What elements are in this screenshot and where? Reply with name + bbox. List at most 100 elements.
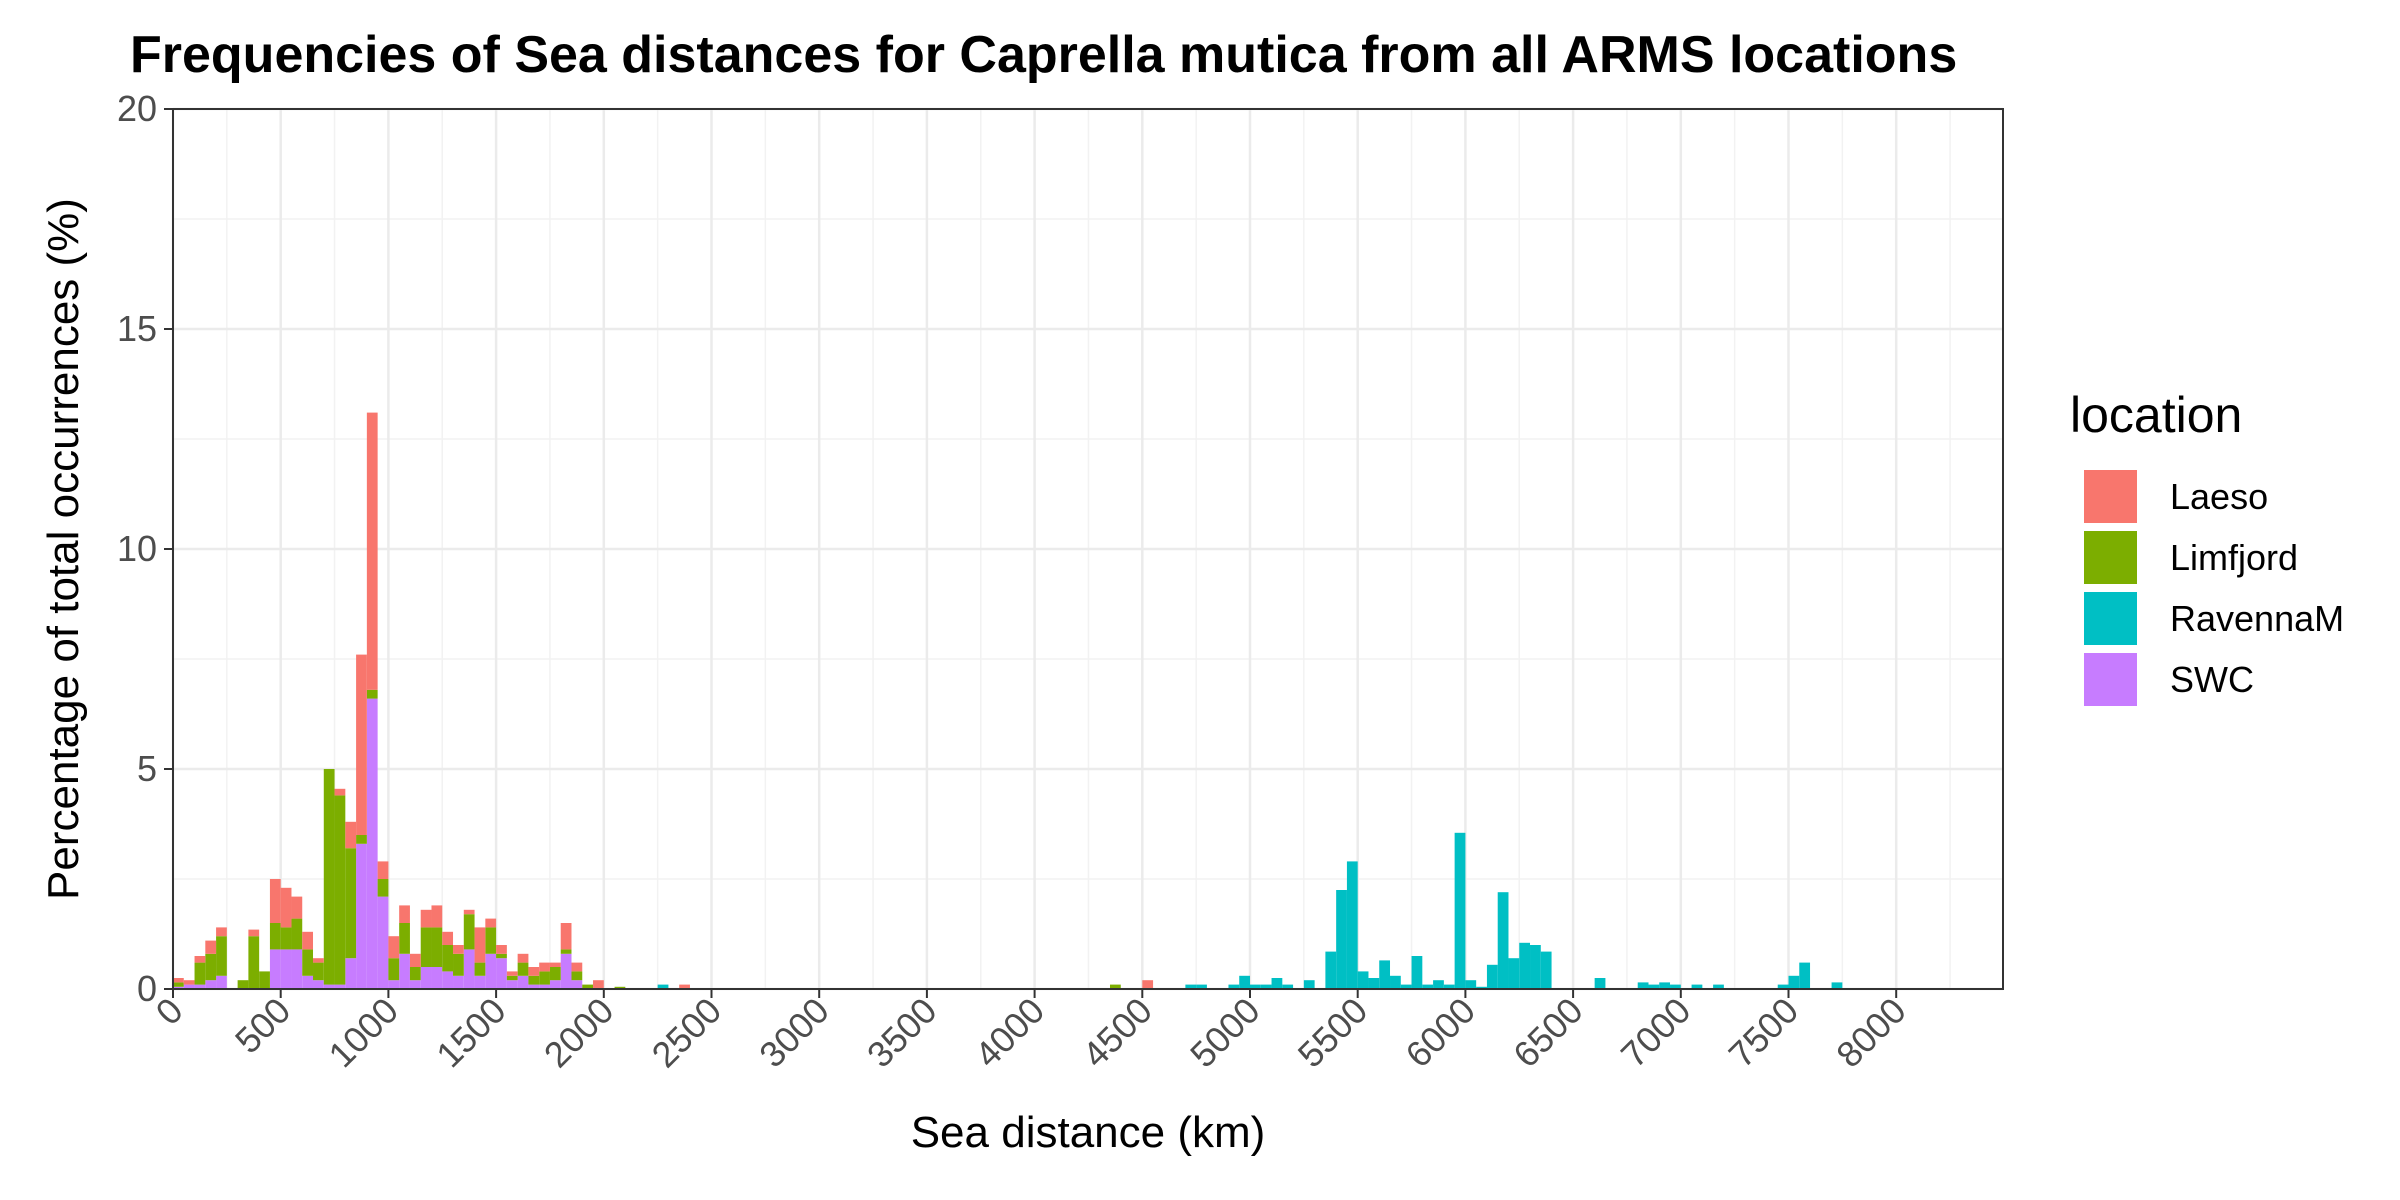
bar-ravennam	[1250, 984, 1261, 989]
bar-laeso	[302, 931, 314, 950]
bar-swc	[194, 984, 206, 989]
bar-swc	[409, 980, 421, 989]
x-tick-label: 6500	[1505, 990, 1591, 1076]
bar-laeso	[1142, 980, 1154, 989]
bar-ravennam	[1713, 984, 1724, 989]
bar-swc	[291, 949, 303, 989]
bar-swc	[216, 975, 227, 989]
bar-laeso	[216, 927, 227, 937]
bar-limfjord	[420, 927, 432, 967]
bar-limfjord	[517, 962, 529, 976]
bar-laeso	[399, 905, 410, 923]
x-tick-label: 3000	[751, 990, 837, 1076]
bar-ravennam	[1400, 984, 1412, 989]
bar-ravennam	[1379, 960, 1391, 989]
bar-swc	[323, 984, 335, 989]
bar-ravennam	[1594, 978, 1606, 989]
bar-ravennam	[1422, 984, 1434, 989]
bar-swc	[560, 953, 572, 989]
bar-ravennam	[1185, 984, 1197, 989]
bar-ravennam	[1530, 945, 1541, 989]
x-tick-label: 2000	[536, 990, 622, 1076]
bar-laeso	[205, 940, 217, 954]
legend: location Laeso Limfjord RavennaM SWC	[2070, 387, 2344, 706]
legend-title: location	[2070, 387, 2242, 443]
bar-laeso	[183, 980, 195, 985]
bar-ravennam	[1691, 984, 1703, 989]
bar-limfjord	[356, 835, 367, 844]
x-tick-label: 8000	[1828, 990, 1914, 1076]
bar-laeso	[679, 984, 690, 989]
bar-swc	[431, 967, 443, 989]
bar-swc	[280, 949, 292, 989]
bar-swc	[356, 843, 367, 989]
bar-limfjord	[269, 923, 281, 950]
bar-limfjord	[313, 962, 324, 981]
bar-swc	[539, 984, 550, 989]
bar-laeso	[442, 931, 454, 945]
bar-laeso	[528, 967, 540, 976]
legend-key-ravennam	[2084, 592, 2137, 645]
bar-ravennam	[1637, 982, 1649, 989]
x-tick-label: 5500	[1290, 990, 1376, 1076]
bar-laeso	[173, 978, 184, 983]
bar-ravennam	[1648, 984, 1660, 989]
bar-ravennam	[1433, 980, 1444, 989]
bar-swc	[517, 975, 529, 989]
bar-swc	[269, 949, 281, 989]
bar-limfjord	[442, 945, 454, 972]
bar-swc	[442, 971, 454, 989]
bar-ravennam	[1454, 832, 1466, 989]
bar-swc	[183, 984, 195, 989]
bar-ravennam	[1465, 980, 1477, 989]
bar-limfjord	[1109, 984, 1121, 989]
bar-ravennam	[1659, 982, 1671, 989]
bar-limfjord	[582, 984, 594, 989]
bar-ravennam	[1325, 951, 1337, 989]
x-tick-label: 2500	[644, 990, 730, 1076]
bar-ravennam	[1443, 984, 1455, 989]
bar-ravennam	[1239, 975, 1250, 989]
bar-limfjord	[474, 962, 486, 976]
y-axis-title: Percentage of total occurrences (%)	[39, 198, 88, 900]
bar-swc	[420, 967, 432, 989]
bar-limfjord	[431, 927, 443, 967]
bar-limfjord	[496, 953, 507, 959]
legend-key-limfjord	[2084, 531, 2137, 584]
bar-swc	[485, 953, 497, 989]
bar-ravennam	[1486, 964, 1498, 989]
bar-ravennam	[657, 984, 669, 989]
bar-limfjord	[399, 923, 410, 954]
bar-laeso	[291, 896, 303, 919]
bar-ravennam	[1260, 984, 1272, 989]
bar-laeso	[388, 936, 400, 959]
bar-laeso	[377, 861, 389, 879]
bar-swc	[399, 953, 410, 989]
bar-laeso	[280, 887, 292, 928]
bar-limfjord	[291, 918, 303, 950]
bar-laeso	[496, 945, 507, 954]
bar-laeso	[453, 945, 464, 954]
bar-limfjord	[409, 967, 421, 981]
bar-ravennam	[1282, 984, 1294, 989]
bar-ravennam	[1368, 978, 1380, 989]
bar-limfjord	[506, 975, 518, 981]
bar-swc	[377, 896, 389, 989]
bar-limfjord	[334, 795, 346, 985]
x-tick-label: 0	[148, 990, 191, 1033]
x-tick-label: 7500	[1721, 990, 1807, 1076]
bar-limfjord	[377, 879, 389, 897]
legend-key-laeso	[2084, 470, 2137, 523]
bar-swc	[528, 984, 540, 989]
bar-swc	[345, 958, 357, 989]
x-tick-label: 5000	[1182, 990, 1268, 1076]
bar-ravennam	[1357, 971, 1369, 989]
bar-limfjord	[259, 971, 270, 989]
x-tick-label: 1000	[320, 990, 406, 1076]
bar-laeso	[593, 980, 604, 989]
y-tick-label: 15	[117, 308, 157, 349]
bar-limfjord	[280, 927, 292, 950]
bar-swc	[334, 984, 346, 989]
bar-swc	[506, 980, 518, 989]
